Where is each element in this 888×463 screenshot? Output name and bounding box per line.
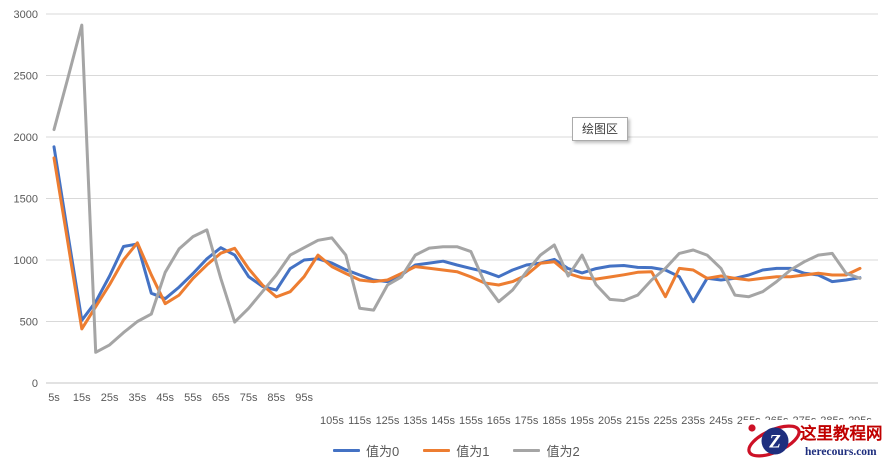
legend-item-series2[interactable]: 值为2 (513, 441, 580, 460)
x-tick-label-45s: 45s (156, 392, 174, 404)
x-tick-label-145s: 145s (431, 415, 455, 427)
x-tick-label-195s: 195s (570, 415, 594, 427)
chart-legend: 值为0 值为1 值为2 (333, 441, 580, 460)
x-tick-label-65s: 65s (212, 392, 230, 404)
legend-swatch-orange-icon (423, 449, 451, 452)
x-tick-label-165s: 165s (487, 415, 511, 427)
y-tick-label-3000: 3000 (14, 9, 38, 21)
x-tick-label-125s: 125s (376, 415, 400, 427)
x-tick-label-185s: 185s (542, 415, 566, 427)
x-tick-label-75s: 75s (240, 392, 258, 404)
x-tick-label-215s: 215s (626, 415, 650, 427)
x-tick-label-235s: 235s (681, 415, 705, 427)
y-tick-label-2000: 2000 (14, 132, 38, 144)
y-tick-label-2500: 2500 (14, 71, 38, 83)
legend-swatch-blue-icon (333, 449, 360, 452)
y-tick-label-1000: 1000 (14, 255, 38, 267)
x-tick-label-25s: 25s (101, 392, 119, 404)
watermark-logo-letter: Z (768, 432, 781, 453)
site-watermark-graphic: Z 这里教程网 herecours.com (747, 423, 883, 458)
series-line-1-值为1[interactable] (52, 156, 862, 331)
x-tick-label-35s: 35s (129, 392, 147, 404)
gridlines (46, 13, 878, 384)
legend-item-series1[interactable]: 值为1 (423, 441, 489, 460)
series-line-2-值为2[interactable] (52, 23, 862, 354)
x-tick-label-135s: 135s (403, 415, 427, 427)
x-tick-label-175s: 175s (515, 415, 539, 427)
legend-label-series1: 值为1 (456, 444, 490, 459)
x-tick-label-205s: 205s (598, 415, 622, 427)
legend-label-series2: 值为2 (546, 444, 580, 459)
x-tick-label-155s: 155s (459, 415, 483, 427)
plot-area-tooltip: 绘图区 (572, 117, 629, 141)
watermark-site-url: herecours.com (805, 446, 877, 458)
x-tick-label-55s: 55s (184, 392, 202, 404)
y-axis-labels: 0 500 1000 1500 2000 2500 3000 (14, 9, 38, 390)
legend-label-series0: 值为0 (366, 444, 400, 459)
plot-area-tooltip-text: 绘图区 (582, 122, 619, 136)
x-tick-label-5s: 5s (48, 392, 60, 404)
x-tick-label-95s: 95s (295, 392, 313, 404)
x-tick-label-15s: 15s (73, 392, 91, 404)
y-tick-label-0: 0 (32, 378, 38, 390)
x-tick-label-115s: 115s (348, 415, 372, 427)
legend-item-series0[interactable]: 值为0 (333, 441, 399, 460)
x-tick-label-225s: 225s (653, 415, 677, 427)
y-tick-label-1500: 1500 (14, 194, 38, 206)
legend-swatch-gray-icon (513, 449, 541, 452)
x-tick-label-245s: 245s (709, 415, 733, 427)
site-watermark[interactable]: Z 这里教程网 herecours.com (742, 420, 888, 463)
series-lines[interactable] (52, 23, 862, 354)
x-tick-label-105s: 105s (320, 415, 344, 427)
watermark-site-name: 这里教程网 (800, 423, 883, 443)
y-tick-label-500: 500 (20, 317, 38, 329)
watermark-logo-icon: Z (747, 424, 801, 458)
x-tick-label-85s: 85s (267, 392, 285, 404)
